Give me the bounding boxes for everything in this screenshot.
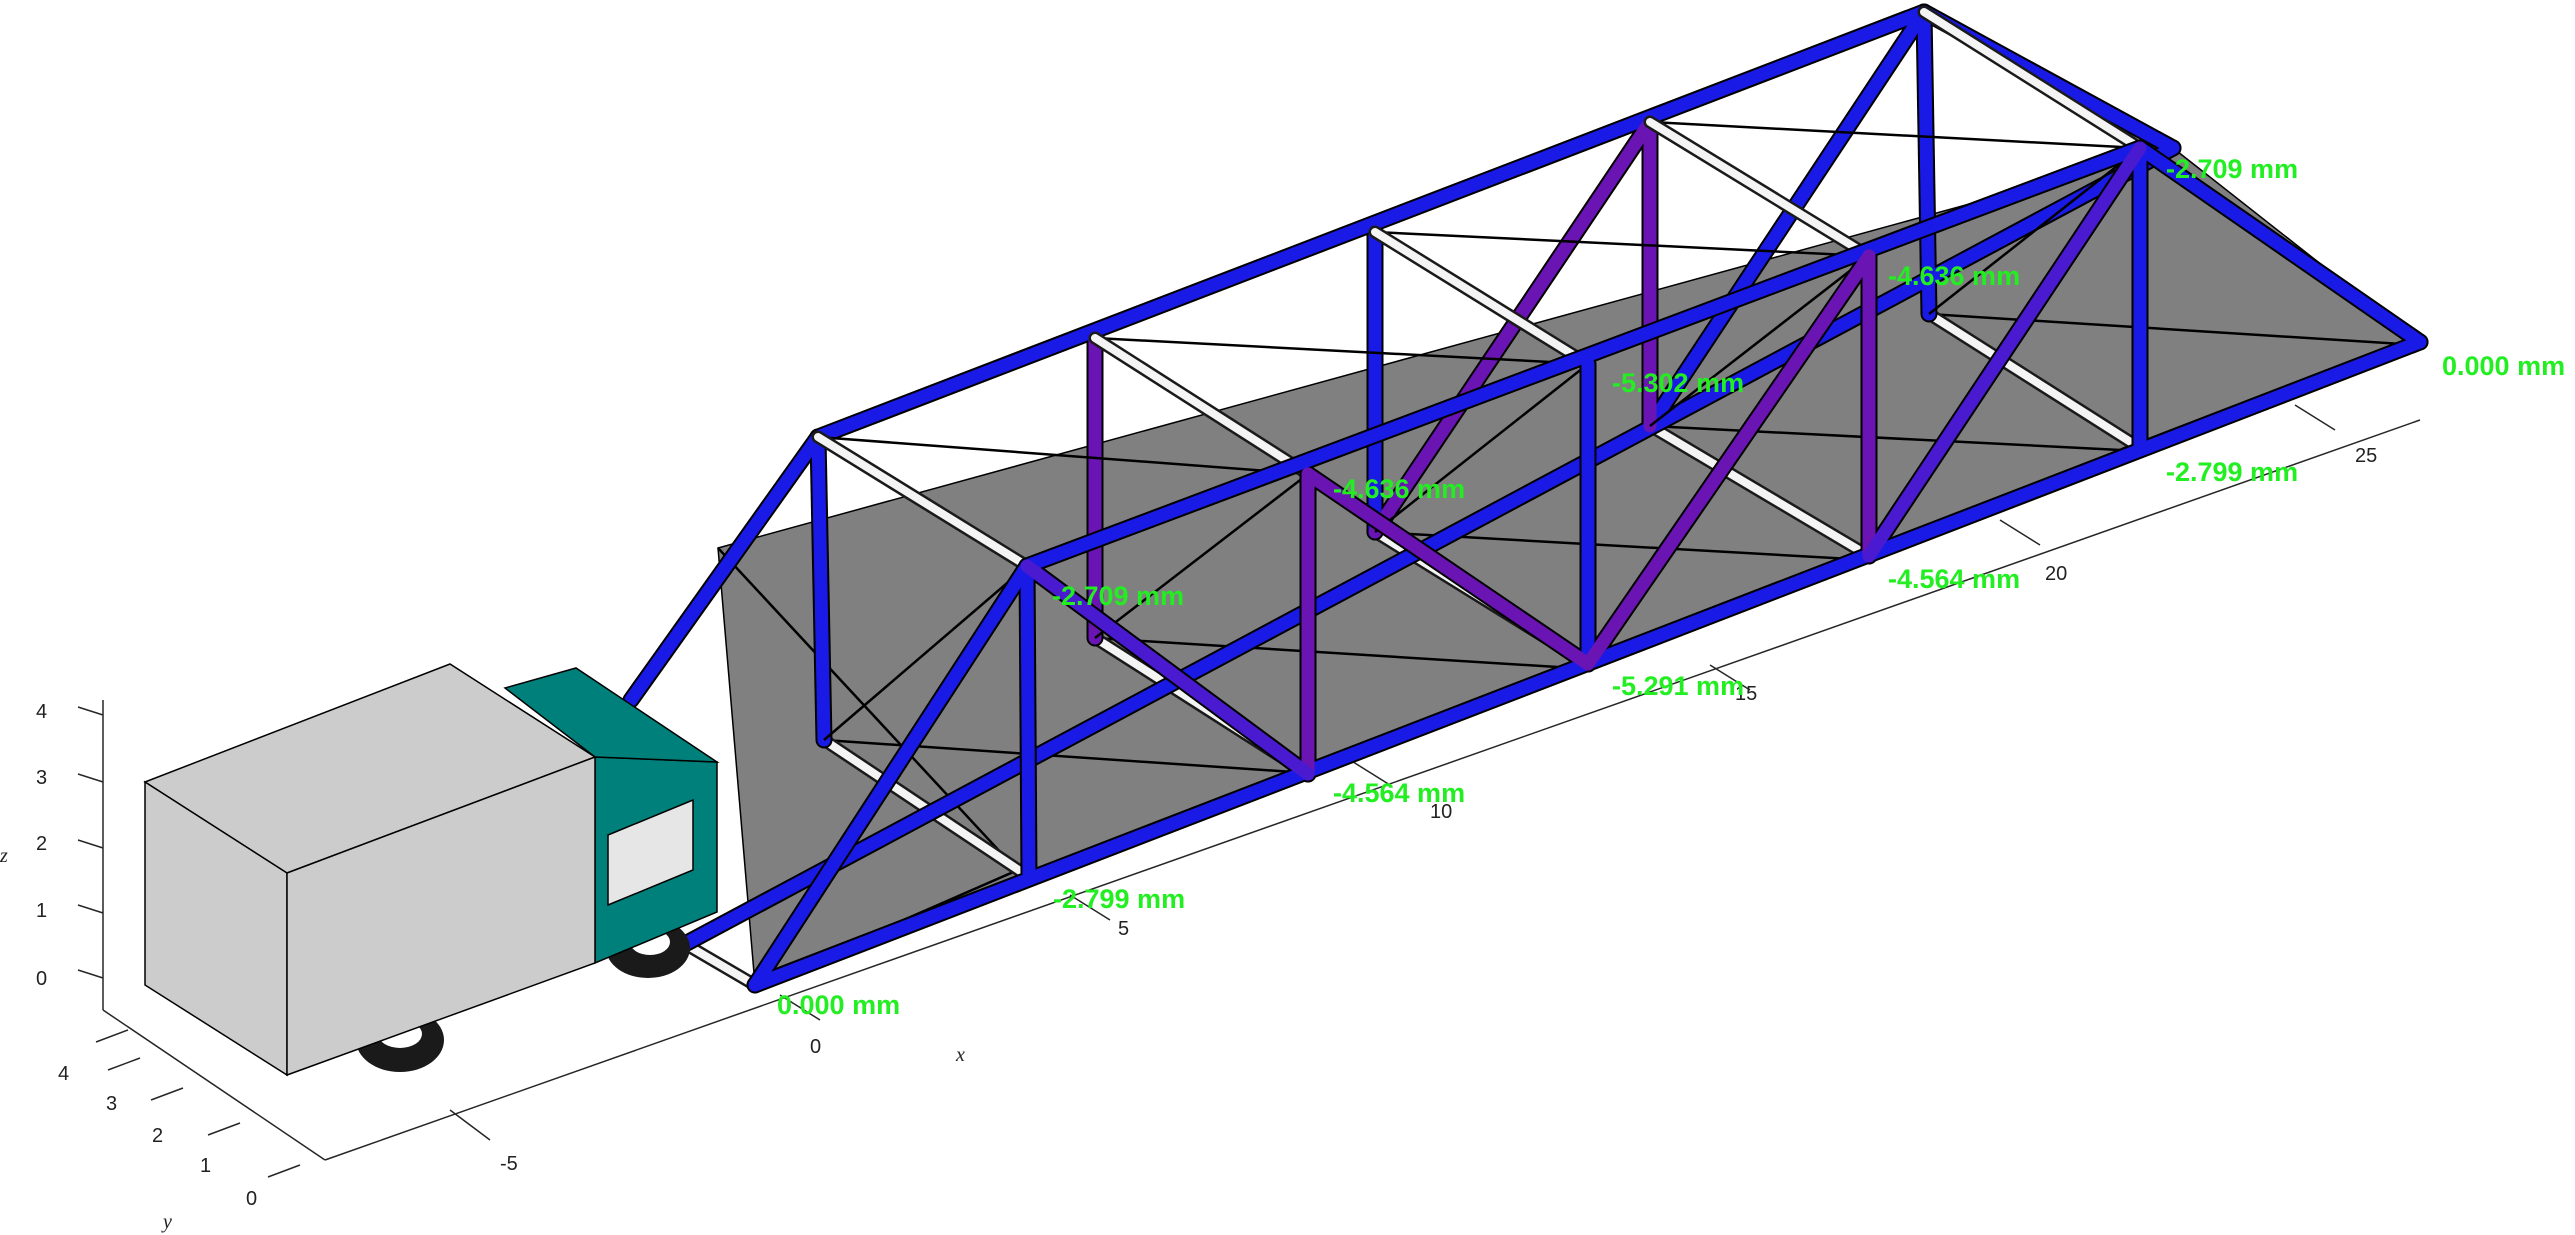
axis-ticks (77, 404, 2336, 1178)
y-tick-3: 3 (106, 1093, 117, 1115)
deflection-label: -2.799 mm (1053, 884, 1185, 914)
far-top-chord (811, 5, 1931, 444)
near-end-post-right (2133, 141, 2427, 349)
z-tick-1: 1 (36, 900, 47, 922)
deflection-label: -4.636 mm (1333, 474, 1465, 504)
deflection-label: -5.291 mm (1612, 671, 1744, 701)
deflection-labels: 0.000 mm -2.799 mm -4.564 mm -5.291 mm -… (777, 154, 2565, 1020)
x-tick-25: 25 (2355, 445, 2377, 467)
y-tick-labels: 0 1 2 3 4 (58, 1063, 257, 1210)
x-axis-line (324, 419, 2421, 1161)
deflection-label: -2.799 mm (2166, 457, 2298, 487)
deflection-label: -4.636 mm (1888, 261, 2020, 291)
truck-box-side (286, 755, 596, 1077)
deflection-label: -5.302 mm (1612, 368, 1744, 398)
x-tick-0: 0 (810, 1036, 821, 1058)
top-bracing (817, 120, 2141, 741)
z-tick-2: 2 (36, 833, 47, 855)
deflection-label: -4.564 mm (1333, 778, 1465, 808)
far-end-post-left (624, 430, 825, 707)
x-tick-5: 5 (1118, 918, 1129, 940)
z-tick-4: 4 (36, 701, 47, 723)
x-tick-minus5: -5 (500, 1153, 518, 1175)
y-axis-label: y (161, 1211, 172, 1233)
x-axis-label: x (955, 1044, 965, 1066)
y-tick-4: 4 (58, 1063, 69, 1085)
z-tick-3: 3 (36, 767, 47, 789)
x-tick-20: 20 (2045, 563, 2067, 585)
deck-surface (717, 147, 2422, 987)
y-tick-2: 2 (152, 1125, 163, 1147)
y-tick-0: 0 (246, 1188, 257, 1210)
z-axis-label: z (0, 845, 8, 867)
deflection-label: -2.709 mm (2166, 154, 2298, 184)
x-tick-15: 15 (1735, 683, 1757, 705)
truck-cab-top (503, 667, 720, 763)
axes-frame (102, 419, 2421, 1161)
truck (143, 663, 720, 1077)
x-tick-labels: -5 0 5 10 15 20 25 (500, 445, 2377, 1175)
y-axis-line (102, 1009, 326, 1161)
deflection-label: 0.000 mm (2442, 351, 2565, 381)
x-tick-10: 10 (1430, 801, 1452, 823)
z-tick-labels: 0 1 2 3 4 (36, 701, 47, 990)
deflection-label: -4.564 mm (1888, 564, 2020, 594)
deflection-label: -2.709 mm (1052, 581, 1184, 611)
y-tick-1: 1 (200, 1155, 211, 1177)
truck-window (607, 798, 694, 907)
deflection-label: 0.000 mm (777, 990, 900, 1020)
near-end-post-left (748, 559, 1034, 992)
z-tick-0: 0 (36, 968, 47, 990)
near-top-chord (1020, 141, 2147, 573)
